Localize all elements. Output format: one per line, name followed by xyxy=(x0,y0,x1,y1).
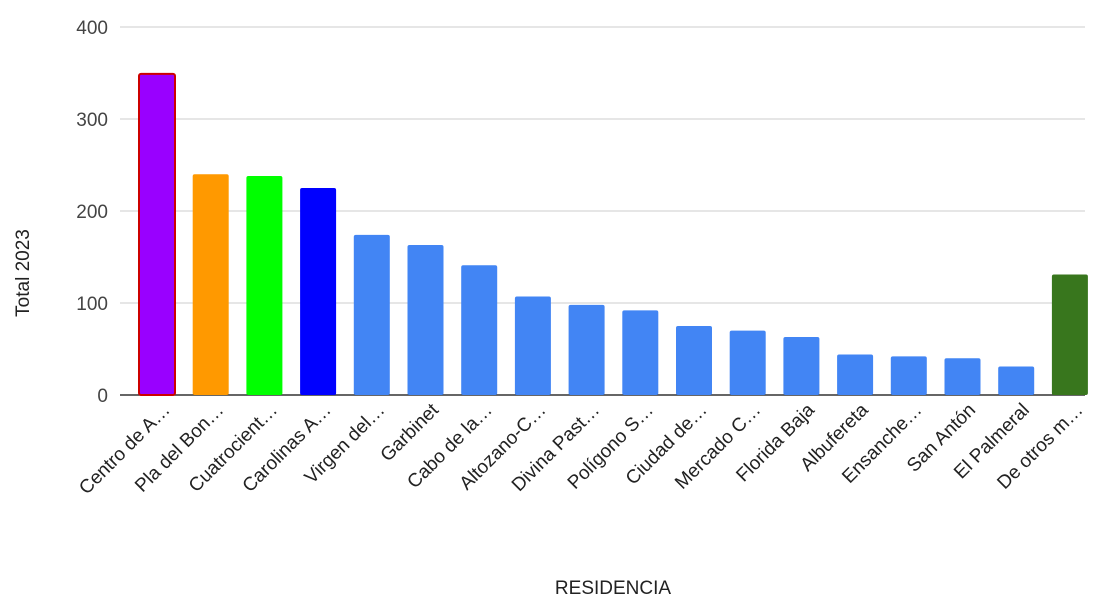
bar xyxy=(944,358,981,395)
bar xyxy=(514,296,551,395)
y-tick-label: 400 xyxy=(76,18,108,39)
bar xyxy=(890,356,927,395)
y-tick-label: 200 xyxy=(76,202,108,223)
bars xyxy=(138,72,1088,396)
y-tick-label: 0 xyxy=(97,386,108,407)
bar xyxy=(192,174,229,395)
bar xyxy=(837,354,874,395)
bar xyxy=(729,330,766,395)
bar xyxy=(300,188,337,395)
bar xyxy=(783,337,820,395)
bar xyxy=(1051,274,1088,395)
bar xyxy=(622,310,659,395)
bar xyxy=(568,304,605,395)
x-axis-title: RESIDENCIA xyxy=(555,578,671,597)
bar xyxy=(998,366,1035,395)
bar xyxy=(407,245,444,395)
x-axis-categories: Centro de A…Pla del Bon…Cuatrocient…Caro… xyxy=(75,399,1087,499)
x-category-label: Centro de A… xyxy=(75,400,174,499)
bar xyxy=(461,265,498,395)
y-axis-title: Total 2023 xyxy=(13,229,34,317)
y-tick-label: 300 xyxy=(76,110,108,131)
bar xyxy=(138,72,176,396)
bar xyxy=(246,176,283,395)
y-axis-ticks: 0 100 200 300 400 xyxy=(76,18,108,407)
bar xyxy=(676,326,712,395)
bar xyxy=(353,234,390,395)
y-tick-label: 100 xyxy=(76,294,108,315)
